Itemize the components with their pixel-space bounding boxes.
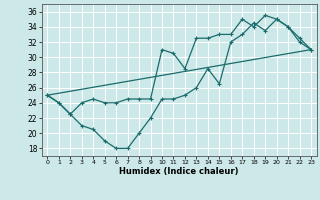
X-axis label: Humidex (Indice chaleur): Humidex (Indice chaleur) xyxy=(119,167,239,176)
